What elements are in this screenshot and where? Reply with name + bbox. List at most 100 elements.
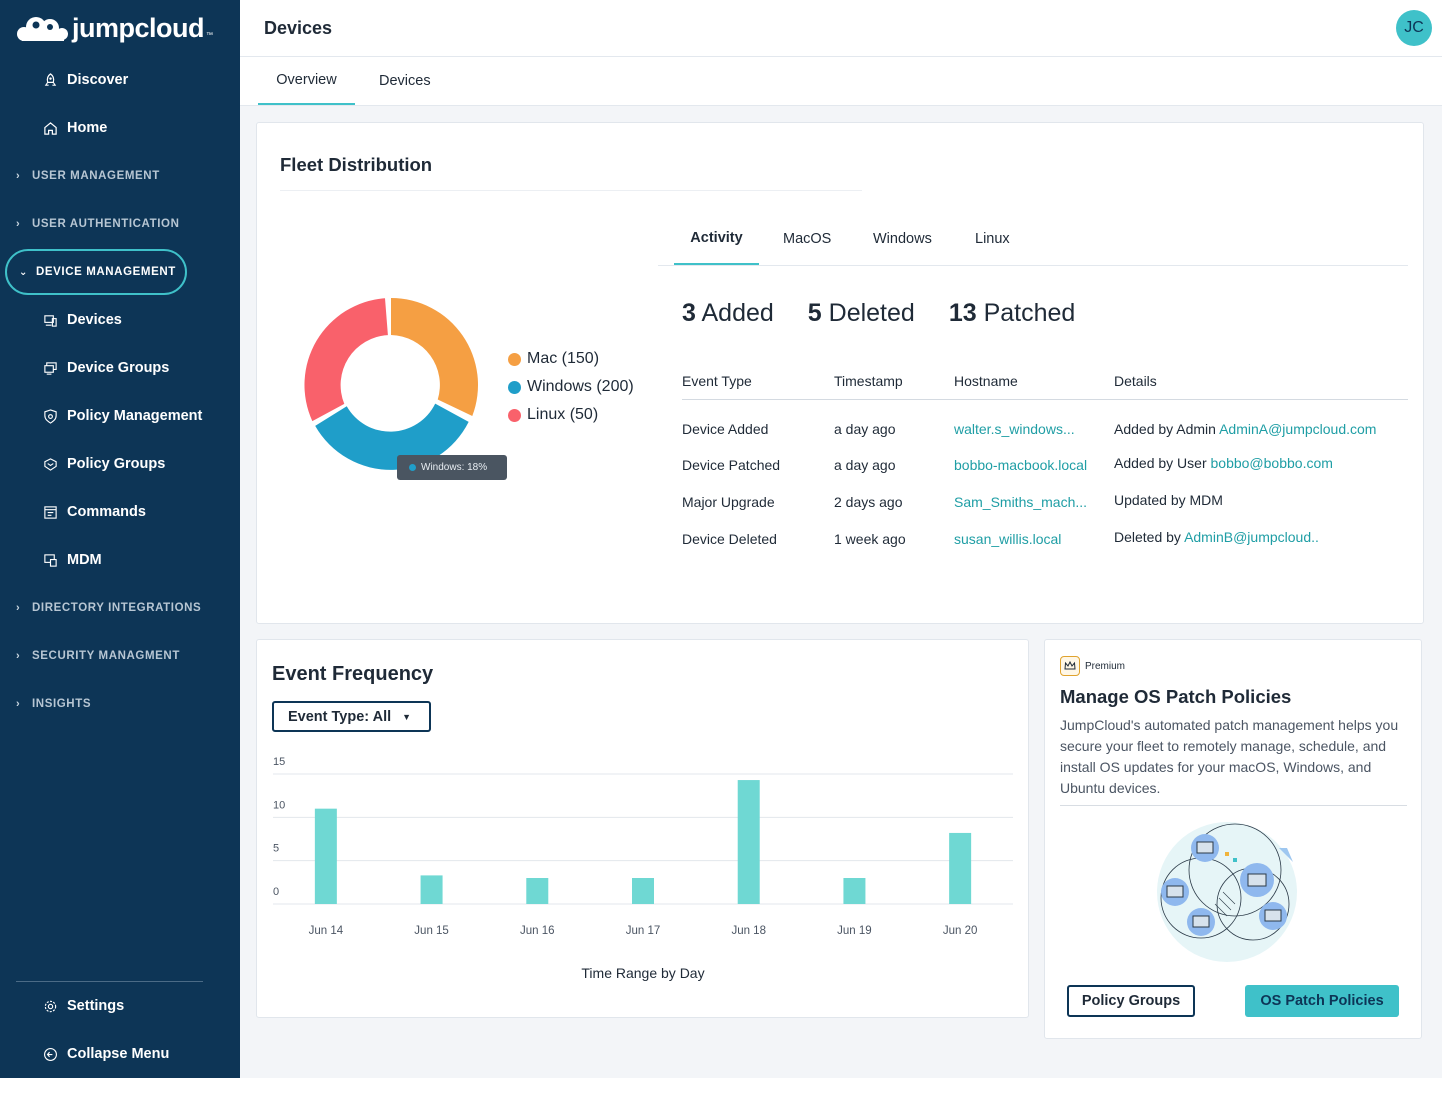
jumpcloud-logo[interactable]: jumpcloud ™ — [16, 10, 213, 46]
event-type: Major Upgrade — [682, 494, 775, 510]
device-node — [1259, 902, 1287, 930]
nav-section-directory-integrations[interactable]: › DIRECTORY INTEGRATIONS — [0, 588, 240, 628]
nav-item-label: Policy Groups — [67, 456, 166, 472]
nav-item-label: MDM — [67, 552, 102, 568]
event-frequency-bar-chart: 15 10 5 0 Jun 14 Jun 15 Jun 16 Jun 17 Jun 18 Jun … — [273, 756, 1013, 981]
fleet-donut-chart — [304, 298, 479, 470]
policy-groups-button[interactable]: Policy Groups — [1067, 985, 1195, 1017]
logo-trademark: ™ — [206, 31, 213, 39]
mdm-icon — [42, 552, 58, 568]
page-title: Devices — [264, 18, 333, 38]
nav-item-policy-groups[interactable]: Policy Groups — [0, 444, 240, 484]
bar[interactable] — [632, 878, 654, 904]
bar[interactable] — [314, 808, 337, 904]
stat-number: 5 — [807, 299, 822, 327]
nav-item-label: Commands — [67, 504, 146, 520]
legend-item-windows: Windows (200) — [508, 373, 634, 401]
column-header[interactable]: Event Type — [682, 373, 752, 389]
nav-section-user-authentication[interactable]: › USER AUTHENTICATION — [0, 204, 240, 244]
event-frequency-card: Event Frequency Event Type: All ▼ 15 10 5 0… — [256, 639, 1029, 1018]
avatar[interactable]: JC — [1396, 10, 1432, 46]
nav-item-device-groups[interactable]: Device Groups — [0, 348, 240, 388]
event-type: Device Deleted — [682, 531, 777, 547]
subtab-macos[interactable]: MacOS — [783, 231, 832, 247]
nav-section-label: DIRECTORY INTEGRATIONS — [32, 602, 202, 614]
gear-icon — [42, 998, 58, 1014]
stat-number: 13 — [948, 299, 977, 327]
nav-section-user-management[interactable]: › USER MANAGEMENT — [0, 156, 240, 196]
nav-item-label: Device Groups — [67, 360, 170, 376]
nav-discover-label: Discover — [67, 72, 129, 88]
subtab-activity[interactable]: Activity — [674, 213, 759, 265]
details: Updated by MDM — [1114, 492, 1223, 508]
nav-discover[interactable]: Discover — [0, 60, 240, 100]
crown-icon — [1060, 656, 1080, 676]
nav-section-label: INSIGHTS — [32, 698, 92, 710]
tab-overview[interactable]: Overview — [258, 57, 355, 105]
nav-section-label: SECURITY MANAGMENT — [32, 650, 180, 662]
chevron-down-icon: ⌄ — [19, 266, 28, 278]
device-node — [1191, 834, 1219, 862]
x-tick-label: Jun 16 — [520, 925, 555, 937]
details-email-link[interactable]: bobbo@bobbo.com — [1210, 455, 1333, 471]
bar[interactable] — [526, 878, 549, 904]
devices-icon — [42, 312, 58, 328]
nav-section-device-management[interactable]: ⌄ DEVICE MANAGEMENT — [5, 249, 187, 295]
details-email-link[interactable]: AdminB@jumpcloud.. — [1184, 529, 1319, 545]
commands-icon — [42, 504, 58, 520]
os-patch-policies-button[interactable]: OS Patch Policies — [1245, 985, 1399, 1017]
nav-settings[interactable]: Settings — [0, 986, 240, 1026]
legend-label: Windows (200) — [527, 378, 634, 395]
nav-section-security-management[interactable]: › SECURITY MANAGMENT — [0, 636, 240, 676]
column-header[interactable]: Details — [1114, 373, 1157, 389]
y-tick-label: 15 — [273, 756, 285, 768]
x-tick-label: Jun 18 — [731, 925, 766, 937]
patch-network-illustration — [1157, 822, 1297, 962]
x-tick-label: Jun 15 — [414, 925, 449, 937]
logo-wordmark: jumpcloud — [72, 12, 205, 43]
tab-devices[interactable]: Devices — [379, 73, 431, 89]
nav-home[interactable]: Home — [0, 108, 240, 148]
bar[interactable] — [737, 780, 760, 904]
stat-label: Added — [701, 299, 774, 327]
bar[interactable] — [949, 832, 972, 904]
donut-slice-mac[interactable] — [391, 298, 479, 417]
sidebar: jumpcloud ™ Discover Home › USER MANAGEM… — [0, 0, 240, 1078]
chevron-right-icon: › — [16, 218, 21, 230]
hostname-link[interactable]: Sam_Smiths_mach... — [954, 494, 1088, 510]
table-header: Event Type Timestamp Hostname Details — [682, 363, 1408, 400]
nav-collapse-menu[interactable]: Collapse Menu — [0, 1034, 240, 1074]
nav-item-policy-management[interactable]: Policy Management — [0, 396, 240, 436]
fleet-title: Fleet Distribution — [280, 154, 433, 175]
nav-item-commands[interactable]: Commands — [0, 492, 240, 532]
bar[interactable] — [843, 878, 866, 904]
sidebar-divider — [16, 981, 203, 982]
subtab-linux[interactable]: Linux — [975, 231, 1010, 247]
event-type-dropdown[interactable]: Event Type: All ▼ — [272, 701, 431, 732]
details-email-link[interactable]: AdminA@jumpcloud.com — [1219, 421, 1377, 437]
nav-item-label: Policy Management — [67, 408, 203, 424]
nav-section-label: USER AUTHENTICATION — [32, 218, 180, 230]
activity-table: Event Type Timestamp Hostname Details De… — [682, 363, 1408, 557]
hostname-link[interactable]: susan_willis.local — [954, 531, 1062, 547]
hostname-link[interactable]: bobbo-macbook.local — [954, 457, 1088, 473]
home-icon — [42, 120, 58, 136]
donut-slice-windows[interactable] — [315, 403, 469, 470]
bar[interactable] — [420, 875, 443, 904]
donut-slice-linux[interactable] — [304, 298, 388, 422]
legend-swatch — [508, 380, 521, 394]
nav-item-devices[interactable]: Devices — [0, 300, 240, 340]
page-tabs: Overview Devices — [240, 57, 1442, 106]
legend-label: Mac (150) — [527, 350, 600, 367]
stat-number: 3 — [682, 299, 696, 327]
column-header[interactable]: Timestamp — [834, 373, 903, 389]
details-text: Added by Admin — [1114, 421, 1220, 437]
column-header[interactable]: Hostname — [954, 373, 1018, 389]
fleet-subtabs: Activity MacOS Windows Linux — [658, 213, 1408, 266]
subtab-windows[interactable]: Windows — [873, 231, 932, 247]
nav-item-mdm[interactable]: MDM — [0, 540, 240, 580]
chart-tooltip: Windows: 18% — [397, 455, 507, 480]
nav-section-insights[interactable]: › INSIGHTS — [0, 684, 240, 724]
x-tick-label: Jun 20 — [943, 925, 978, 937]
hostname-link[interactable]: walter.s_windows... — [954, 421, 1075, 437]
